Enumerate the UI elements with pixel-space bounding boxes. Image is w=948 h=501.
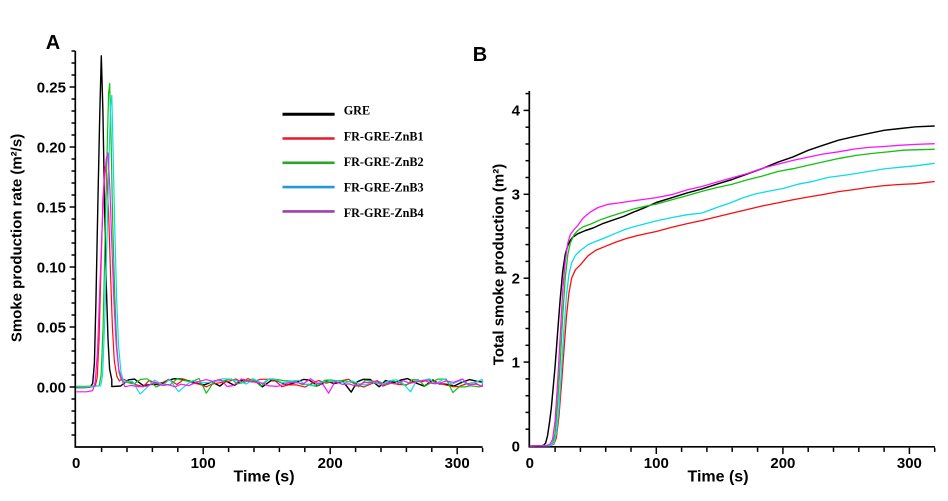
svg-text:0: 0 — [512, 438, 520, 455]
svg-text:200: 200 — [318, 455, 343, 472]
svg-text:100: 100 — [191, 455, 216, 472]
svg-text:0: 0 — [72, 455, 80, 472]
svg-text:FR-GRE-ZnB3: FR-GRE-ZnB3 — [344, 181, 424, 195]
svg-text:0.05: 0.05 — [37, 319, 66, 336]
svg-text:4: 4 — [512, 103, 521, 120]
svg-text:100: 100 — [644, 455, 669, 472]
svg-text:B: B — [473, 44, 487, 66]
svg-text:0.00: 0.00 — [37, 379, 66, 396]
svg-text:0.25: 0.25 — [37, 79, 66, 96]
svg-text:GRE: GRE — [344, 104, 370, 118]
svg-text:300: 300 — [897, 455, 922, 472]
svg-text:0.20: 0.20 — [37, 139, 66, 156]
svg-text:200: 200 — [770, 455, 795, 472]
svg-text:FR-GRE-ZnB2: FR-GRE-ZnB2 — [344, 155, 424, 169]
svg-text:1: 1 — [512, 354, 520, 371]
svg-text:Time (s): Time (s) — [233, 469, 294, 486]
svg-text:A: A — [46, 32, 60, 54]
svg-text:3: 3 — [512, 187, 520, 204]
svg-text:FR-GRE-ZnB4: FR-GRE-ZnB4 — [344, 206, 424, 220]
svg-text:Smoke production rate (m²/s): Smoke production rate (m²/s) — [9, 134, 26, 342]
svg-text:Total smoke production (m²): Total smoke production (m²) — [490, 164, 507, 365]
svg-text:2: 2 — [512, 271, 520, 288]
svg-text:Time (s): Time (s) — [687, 469, 748, 486]
svg-text:0: 0 — [526, 455, 534, 472]
svg-text:0.10: 0.10 — [37, 259, 66, 276]
svg-text:300: 300 — [445, 455, 470, 472]
svg-text:FR-GRE-ZnB1: FR-GRE-ZnB1 — [344, 129, 424, 143]
svg-text:0.15: 0.15 — [37, 199, 66, 216]
